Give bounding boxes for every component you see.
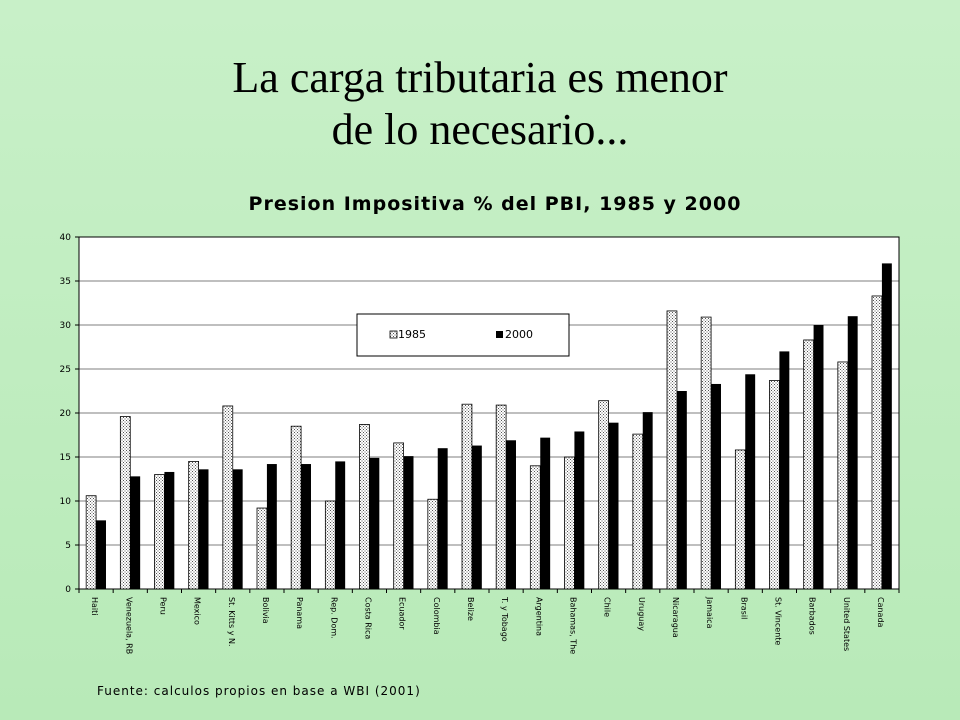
x-tick-label: St. Kitts y N. [227,597,236,647]
chart-title: Presion Impositiva % del PBI, 1985 y 200… [248,193,742,215]
slide-title-line1: La carga tributaria es menor [232,53,728,102]
x-axis: Haiti Venezuela, RB Peru Mexico St. Kitts y … [78,589,900,654]
bar-2000 [745,374,756,589]
bar-1985 [666,310,678,590]
bar-1985 [393,442,404,590]
x-tick-label: Colombia [432,597,441,635]
slide-title: La carga tributaria es menor de lo neces… [0,52,960,156]
bar-1985 [427,498,439,590]
x-tick-label: Panama [295,597,304,629]
bar-2000 [881,263,892,589]
bar-2000 [471,445,482,589]
x-tick-label: Haiti [90,597,99,616]
x-tick-label: Costa Rica [363,597,372,639]
bar-2000 [266,464,277,589]
x-tick-label: Jamaica [705,596,714,629]
bars [85,263,892,590]
legend-box [356,313,570,357]
bar-2000 [574,431,585,589]
y-tick-label: 25 [60,365,71,375]
x-tick-label: Nicaragua [671,597,680,638]
bar-2000 [232,469,243,589]
x-tick-label: T. y Tobago [500,596,509,642]
bar-1985 [188,460,199,590]
x-tick-label: St. Vincente [773,597,782,645]
y-tick-label: 20 [60,409,72,419]
y-tick-label: 5 [65,541,71,551]
x-tick-label: Canada [876,597,885,628]
x-tick-label: Rep. Dom. [329,597,338,639]
x-tick-label: Chile [603,597,612,617]
bar-1985 [803,339,814,590]
bar-2000 [301,464,311,589]
y-tick-label: 35 [60,277,71,287]
bar-1985 [700,316,712,590]
slide-title-line2: de lo necesario... [331,105,629,154]
bar-2000 [608,422,619,589]
y-tick-label: 0 [65,585,71,595]
source-note: Fuente: calculos propios en base a WBI (… [97,684,421,698]
bar-2000 [779,351,790,589]
bar-2000 [642,412,653,589]
bar-2000 [711,383,721,589]
legend-swatch-1985 [389,330,398,339]
bar-2000 [403,456,414,589]
x-tick-label: Barbados [808,597,817,635]
bar-1985 [495,404,507,590]
bar-1985 [871,295,883,590]
bar-1985 [222,405,234,590]
bar-2000 [813,325,824,589]
x-tick-label: Brasil [739,597,748,619]
legend-label-1985: 1985 [398,328,426,341]
bar-1985 [564,456,575,590]
bar-2000 [676,391,687,589]
bar-1985 [837,361,849,590]
y-axis: 0 5 10 15 20 25 30 35 40 [60,233,79,595]
bar-2000 [130,476,141,589]
bar-1985 [119,416,131,590]
x-tick-label: Ecuador [398,597,407,630]
bar-1985 [632,433,644,590]
bar-2000 [369,457,380,589]
y-tick-label: 15 [60,453,71,463]
bar-2000 [847,316,858,589]
bar-2000 [96,520,106,589]
bar-1985 [85,495,97,590]
bar-2000 [198,469,209,589]
x-tick-label: Peru [158,597,167,615]
bar-2000 [506,440,516,589]
bar-1985 [769,380,780,590]
bar-1985 [529,465,541,590]
x-tick-label: Bolivia [261,597,270,624]
y-tick-label: 30 [60,321,72,331]
x-tick-label: Uruguay [637,597,646,631]
x-tick-label: Belize [466,597,475,621]
y-tick-label: 10 [60,497,72,507]
bar-2000 [437,448,448,589]
x-tick-label: Argentina [534,597,543,636]
bar-1985 [461,403,473,590]
x-tick-label: Bahamas, The [568,597,577,654]
legend-label-2000: 2000 [505,328,533,341]
x-tick-label: Mexico [193,597,202,625]
bar-1985 [598,400,609,590]
legend: 1985 2000 [356,313,570,357]
legend-swatch-2000 [496,331,503,338]
bar-2000 [335,461,346,589]
bar-2000 [540,437,551,589]
bar-1985 [359,424,370,590]
x-tick-label: United States [842,597,851,651]
bar-2000 [164,471,175,589]
x-tick-label: Venezuela, RB [124,597,133,654]
bar-1985 [734,449,746,590]
bar-1985 [324,500,336,590]
y-tick-label: 40 [60,233,72,243]
bar-1985 [290,425,302,590]
bar-1985 [256,507,268,590]
bar-1985 [154,474,165,590]
